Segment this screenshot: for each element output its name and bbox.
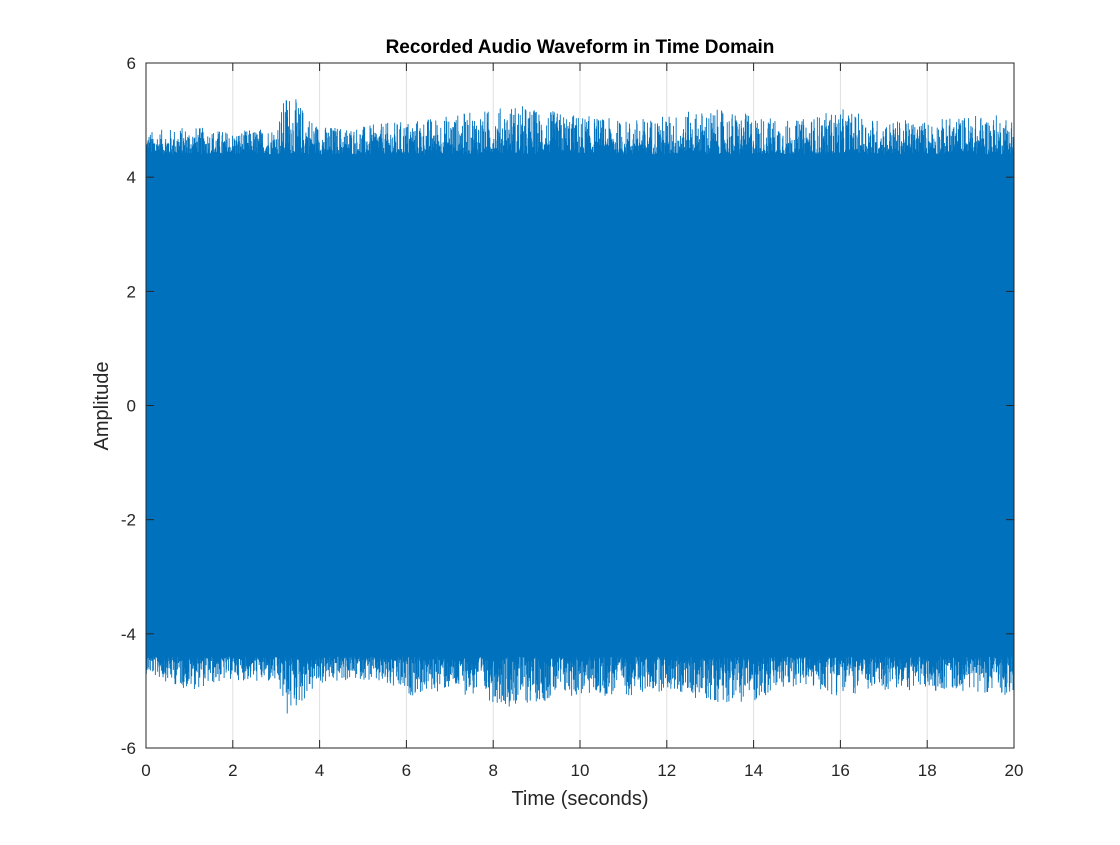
x-tick-label: 0 <box>141 761 150 780</box>
y-tick-label: -6 <box>121 739 136 758</box>
x-tick-label: 10 <box>571 761 590 780</box>
x-tick-label: 20 <box>1005 761 1024 780</box>
tick-marks <box>145 62 1015 749</box>
x-tick-label: 16 <box>831 761 850 780</box>
y-tick-label: 0 <box>127 397 136 416</box>
x-tick-label: 12 <box>657 761 676 780</box>
y-tick-label: -4 <box>121 625 136 644</box>
plot-data <box>145 99 1015 714</box>
y-tick-label: 6 <box>127 54 136 73</box>
x-tick-label: 8 <box>488 761 497 780</box>
x-axis-title: Time (seconds) <box>511 788 648 810</box>
x-tick-label: 6 <box>402 761 411 780</box>
x-tick-labels: 0 2 4 6 8 10 12 14 16 18 20 <box>141 761 1023 780</box>
y-tick-label: 2 <box>127 282 136 301</box>
y-axis-title: Amplitude <box>91 362 113 451</box>
x-tick-label: 18 <box>918 761 937 780</box>
x-tick-label: 14 <box>744 761 763 780</box>
waveform-series-line <box>145 99 1015 714</box>
y-tick-labels: -6 -4 -2 0 2 4 6 <box>121 54 136 758</box>
x-tick-label: 4 <box>315 761 324 780</box>
chart-title: Recorded Audio Waveform in Time Domain <box>386 37 775 58</box>
y-tick-label: -2 <box>121 511 136 530</box>
x-tick-label: 2 <box>228 761 237 780</box>
y-tick-label: 4 <box>127 168 136 187</box>
